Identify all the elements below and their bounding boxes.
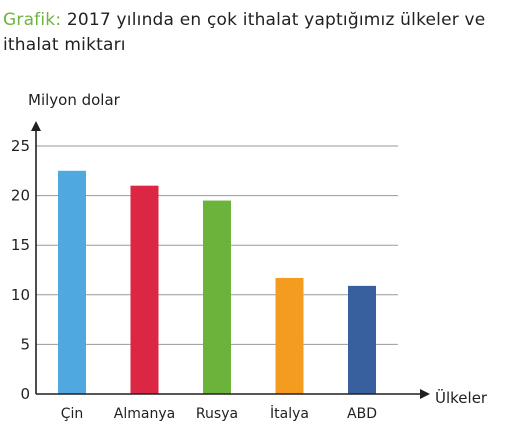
y-tick-label: 10 [11, 286, 30, 304]
x-tick-label: Almanya [114, 406, 175, 422]
chart-caption: Grafik: 2017 yılında en çok ithalat yapt… [3, 8, 503, 58]
bar [203, 200, 231, 394]
y-tick-label: 0 [20, 385, 30, 403]
bar [275, 277, 304, 394]
bar [348, 285, 376, 394]
y-tick-label: 5 [20, 335, 30, 353]
y-axis-arrow [31, 121, 41, 131]
bar [58, 170, 86, 394]
x-tick-label: Çin [61, 406, 84, 422]
y-axis-title: Milyon dolar [28, 91, 121, 109]
x-tick-label: Rusya [196, 406, 238, 422]
caption-prefix: Grafik: [3, 10, 62, 30]
y-tick-label: 15 [11, 236, 30, 254]
x-axis-title: Ülkeler [435, 388, 488, 407]
x-axis-arrow [420, 389, 430, 399]
caption-text: 2017 yılında en çok ithalat yaptığımız ü… [3, 10, 486, 55]
y-tick-label: 20 [11, 187, 30, 205]
y-tick-label: 25 [11, 137, 30, 155]
x-tick-label: ABD [347, 406, 377, 422]
x-tick-label: İtalya [270, 404, 309, 422]
bar [130, 185, 159, 394]
